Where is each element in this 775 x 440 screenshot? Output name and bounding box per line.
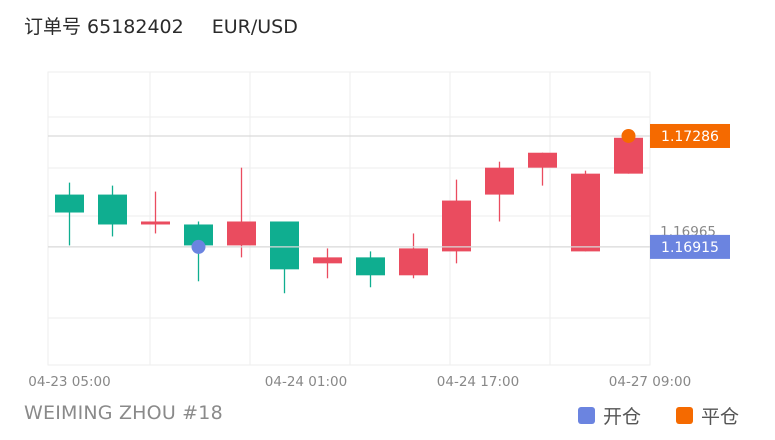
- x-tick-label: 04-24 01:00: [265, 374, 347, 390]
- symbol-label: EUR/USD: [211, 16, 298, 38]
- order-number: 65182402: [87, 16, 184, 38]
- candle-body: [528, 152, 557, 168]
- candle-body: [227, 221, 256, 246]
- x-tick-label: 04-27 09:00: [609, 374, 691, 390]
- open-swatch-icon: [578, 407, 595, 424]
- order-label: 订单号: [24, 16, 82, 38]
- price-tag: [650, 234, 730, 259]
- legend-close-label: 平仓: [701, 406, 740, 428]
- candle-body: [356, 257, 385, 276]
- candle-body: [55, 194, 84, 213]
- price-tag-label: 1.16915: [661, 240, 719, 256]
- legend-open-label: 开仓: [603, 406, 642, 428]
- author-label: WEIMING ZHOU #18: [24, 402, 223, 424]
- legend-close: 平仓: [676, 402, 739, 429]
- plot-frame: [47, 71, 651, 366]
- x-tick-label: 04-24 17:00: [437, 374, 519, 390]
- candle-body: [571, 173, 600, 252]
- close-swatch-icon: [676, 407, 693, 424]
- legend-open: 开仓: [578, 402, 641, 429]
- close-marker: [621, 128, 636, 143]
- candle-body: [270, 221, 299, 270]
- price-tag-label: 1.17286: [661, 129, 719, 145]
- candle-body: [98, 194, 127, 225]
- candle-body: [399, 248, 428, 276]
- candle-body: [313, 257, 342, 264]
- candle-body: [485, 167, 514, 195]
- price-tag: [650, 123, 730, 148]
- open-marker: [191, 239, 206, 254]
- candle-body: [442, 200, 471, 252]
- candle-body: [141, 221, 170, 225]
- chart-header: 订单号 65182402 EUR/USD: [24, 12, 298, 42]
- candle-body: [614, 137, 643, 174]
- candle-body: [184, 224, 213, 246]
- x-tick-label: 04-23 05:00: [28, 374, 110, 390]
